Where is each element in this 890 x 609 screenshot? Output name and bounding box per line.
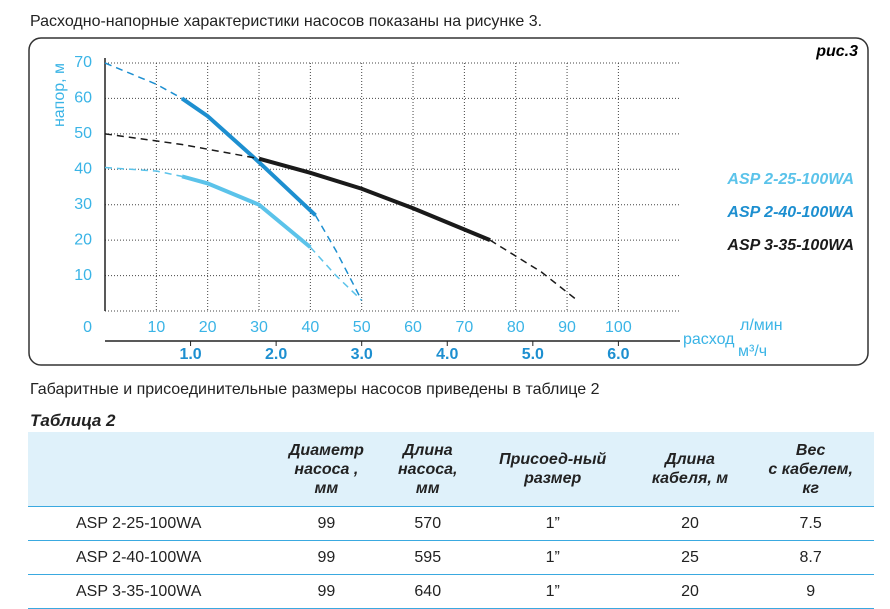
x-tick-label: 70 — [455, 319, 473, 336]
x-tick-label: 50 — [353, 319, 371, 336]
y-tick-label: 70 — [74, 54, 92, 71]
table-intro: Габаритные и присоединительные размеры н… — [30, 381, 600, 398]
x2-tick-label: 2.0 — [265, 346, 287, 363]
curve — [104, 166, 183, 178]
chart: рис.3 напор, м расход л/мин м³/ч 0 10 20 30… — [28, 37, 869, 366]
curve — [104, 133, 260, 160]
header-line: кабеля, м — [651, 470, 729, 487]
header-line: с кабелем, — [768, 460, 853, 478]
cell: 25 — [632, 540, 748, 575]
row: ASP 2-25-100WA 99 570 1” 20 7.5 — [28, 506, 874, 541]
cell: 99 — [270, 540, 383, 575]
x-tick-label: 90 — [558, 319, 576, 336]
y-tick-label: 20 — [74, 231, 92, 248]
cell: 1” — [472, 506, 633, 541]
row: ASP 2-40-100WA 99 595 1” 25 8.7 — [28, 540, 874, 575]
header-line: Присоед-ный — [499, 451, 607, 468]
cell: 20 — [632, 506, 748, 541]
cell: 9 — [747, 574, 874, 609]
curve — [489, 239, 578, 301]
x-unit: л/мин — [740, 317, 783, 334]
x-tick-label: 40 — [301, 319, 319, 336]
curve — [309, 246, 363, 301]
legend-entry: ASP 3-35-100WA — [726, 237, 854, 254]
y-tick-label: 40 — [74, 161, 92, 178]
curve — [104, 62, 183, 100]
header-line: Вес — [795, 441, 826, 459]
x2-tick-label: 1.0 — [179, 346, 201, 363]
table-title: Таблица 2 — [30, 411, 116, 430]
y-tick-label: 0 — [83, 319, 92, 336]
header-cell — [28, 432, 270, 507]
x2-tick-label: 3.0 — [351, 346, 373, 363]
cell: 7.5 — [747, 506, 874, 541]
cell: 1” — [472, 574, 633, 609]
x-tick-label: 10 — [147, 319, 165, 336]
y-tick-label: 60 — [74, 90, 92, 107]
cell: 640 — [382, 574, 473, 609]
x-tick-label: 100 — [605, 319, 632, 336]
header-line: мм — [415, 479, 440, 497]
cell: 99 — [270, 506, 383, 541]
cell: 570 — [382, 506, 473, 541]
header-line: Длина — [402, 441, 453, 459]
cell: 99 — [270, 574, 383, 609]
header-line: мм — [314, 479, 339, 497]
curve — [180, 96, 317, 217]
x2-tick-label: 6.0 — [607, 346, 629, 363]
header-cell: Диаметр насоса , мм — [270, 432, 383, 507]
header-line: насоса , — [294, 460, 359, 478]
cell: ASP 2-25-100WA — [28, 506, 270, 541]
row: ASP 3-35-100WA 99 640 1” 20 9 — [28, 574, 874, 609]
x2-tick-label: 4.0 — [436, 346, 458, 363]
y-axis-label: напор, м — [51, 63, 68, 127]
header-line: кг — [802, 479, 819, 497]
curve — [314, 214, 363, 301]
curve — [258, 156, 491, 242]
cell: 595 — [382, 540, 473, 575]
header-cell: Длина кабеля, м — [632, 432, 748, 507]
header-cell: Вес с кабелем, кг — [747, 432, 874, 507]
chart-frame — [28, 37, 869, 366]
y-tick-label: 10 — [74, 267, 92, 284]
x-tick-label: 80 — [507, 319, 525, 336]
x-axis-label: расход — [683, 331, 735, 348]
legend-entry: ASP 2-40-100WA — [726, 204, 854, 221]
x2-unit: м³/ч — [738, 343, 767, 360]
header-line: Длина — [665, 451, 715, 468]
x2-tick-label: 5.0 — [522, 346, 544, 363]
x-tick-label: 30 — [250, 319, 268, 336]
intro: Расходно-напорные характеристики насосов… — [30, 13, 543, 30]
cell: 20 — [632, 574, 748, 609]
x-tick-label: 60 — [404, 319, 422, 336]
y-tick-label: 50 — [74, 125, 92, 142]
cell: ASP 2-40-100WA — [28, 540, 270, 575]
y-tick-label: 30 — [74, 196, 92, 213]
x-tick-label: 20 — [199, 319, 217, 336]
cell: 1” — [472, 540, 633, 575]
cell: ASP 3-35-100WA — [28, 574, 270, 609]
header-cell: Длина насоса, мм — [382, 432, 473, 507]
header-line: насоса, — [398, 460, 458, 478]
header-line: размер — [524, 470, 582, 487]
header-line: Диаметр — [288, 441, 364, 459]
figure-label: рис.3 — [815, 43, 858, 60]
cell: 8.7 — [747, 540, 874, 575]
header-cell: Присоед-ный размер — [472, 432, 633, 507]
table: Диаметр насоса , мм Длина насоса, мм Присоед-н… — [28, 432, 874, 609]
legend-entry: ASP 2-25-100WA — [726, 171, 854, 188]
curve — [181, 174, 312, 249]
